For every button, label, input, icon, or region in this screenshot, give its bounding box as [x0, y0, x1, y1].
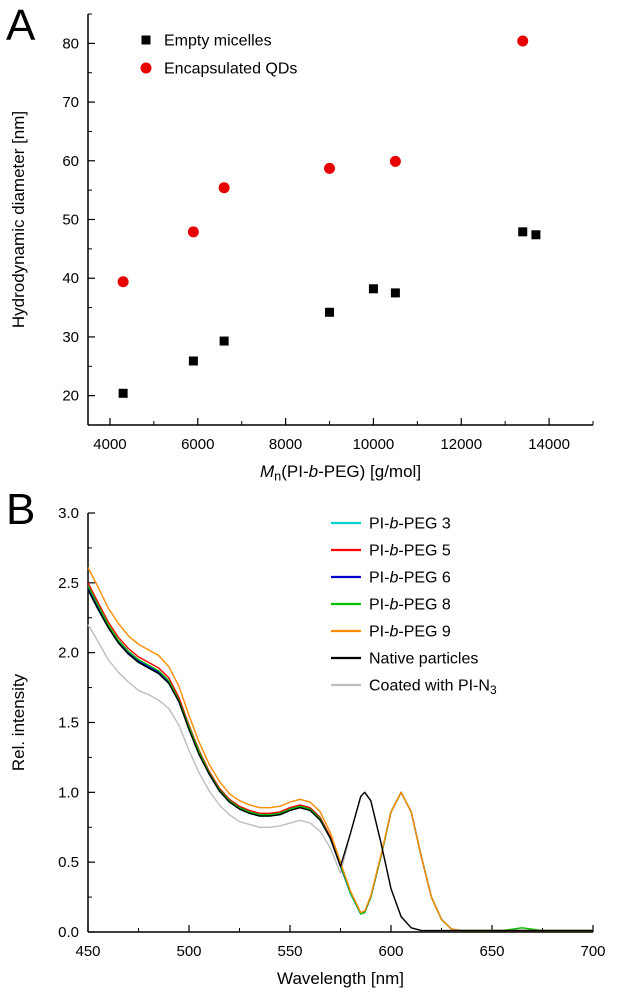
data-point	[324, 162, 336, 174]
x-tick-label: 450	[75, 943, 100, 960]
chart-a-ylabel: Hydrodynamic diameter [nm]	[9, 111, 28, 328]
chart-a-xlabel: Mn(PI-b-PEG) [g/mol]	[260, 462, 421, 484]
line-series-3	[87, 585, 593, 932]
panel-a-label: A	[6, 1, 36, 50]
data-point	[118, 388, 128, 398]
data-point	[390, 288, 400, 298]
data-point	[368, 284, 378, 294]
line-series-5	[87, 589, 593, 932]
y-tick-label: 2.0	[58, 645, 79, 662]
panel-b-label: B	[6, 485, 36, 534]
legend-label: PI-b-PEG 8	[369, 597, 451, 614]
x-tick-label: 14000	[528, 436, 570, 453]
legend-item-0: Empty micelles	[141, 33, 272, 50]
legend-marker	[141, 35, 151, 45]
legend-label: PI-b-PEG 6	[369, 570, 451, 587]
y-tick-label: 20	[62, 388, 79, 405]
x-tick-label: 6000	[181, 436, 214, 453]
x-tick-label: 4000	[93, 436, 126, 453]
legend-label: Encapsulated QDs	[164, 61, 297, 78]
data-point	[117, 276, 129, 288]
x-tick-label: 600	[378, 943, 403, 960]
y-tick-label: 40	[62, 270, 79, 287]
data-point	[325, 307, 335, 317]
legend-label: Coated with PI-N3	[369, 678, 497, 698]
y-tick-label: 3.0	[58, 505, 79, 522]
x-tick-label: 8000	[269, 436, 302, 453]
line-series-4	[87, 567, 593, 932]
data-point	[389, 155, 401, 167]
y-tick-label: 80	[62, 35, 79, 52]
chart-a: 4000 6000 8000 10000 12000 14000 20 30 40 50 60 70 8…	[9, 13, 594, 484]
scatter-series-1	[117, 35, 529, 288]
chart-b-ylabel: Rel. intensity	[9, 673, 28, 771]
data-point	[218, 182, 230, 194]
line-series-1	[87, 582, 593, 932]
data-point	[531, 230, 541, 240]
x-tick-label: 10000	[353, 436, 395, 453]
x-tick-label: 650	[479, 943, 504, 960]
chart-b: 450 500 550 600 650 700 0.0 0.5 1.0 1.5 2.0 2.5 3.0 W…	[9, 505, 606, 988]
y-tick-label: 60	[62, 153, 79, 170]
y-tick-label: 0.0	[58, 924, 79, 941]
y-tick-label: 30	[62, 329, 79, 346]
chart-b-xlabel: Wavelength [nm]	[277, 969, 404, 988]
legend-label: PI-b-PEG 9	[369, 624, 451, 641]
data-point	[187, 226, 199, 238]
x-tick-label: 550	[277, 943, 302, 960]
y-tick-label: 1.0	[58, 784, 79, 801]
legend-label: Native particles	[369, 651, 478, 668]
y-tick-label: 1.5	[58, 715, 79, 732]
y-tick-label: 50	[62, 212, 79, 229]
legend-label: PI-b-PEG 5	[369, 543, 451, 560]
x-tick-label: 700	[580, 943, 605, 960]
legend-label: Empty micelles	[164, 33, 272, 50]
legend-item-5: Native particles	[331, 651, 478, 668]
legend-marker	[140, 62, 152, 74]
y-tick-label: 70	[62, 94, 79, 111]
legend-item-3: PI-b-PEG 8	[331, 597, 451, 614]
data-point	[188, 356, 198, 366]
legend-item-1: PI-b-PEG 5	[331, 543, 451, 560]
data-point	[517, 35, 529, 47]
line-series-0	[87, 589, 593, 932]
y-tick-label: 2.5	[58, 575, 79, 592]
line-series-6	[87, 624, 593, 932]
data-point	[219, 336, 229, 346]
legend-item-4: PI-b-PEG 9	[331, 624, 451, 641]
x-tick-label: 12000	[440, 436, 482, 453]
legend-label: PI-b-PEG 3	[369, 516, 451, 533]
legend-item-6: Coated with PI-N3	[331, 678, 497, 698]
scatter-series-0	[118, 227, 541, 398]
y-tick-label: 0.5	[58, 854, 79, 871]
data-point	[518, 227, 528, 237]
legend-item-0: PI-b-PEG 3	[331, 516, 451, 533]
x-tick-label: 500	[176, 943, 201, 960]
legend-item-1: Encapsulated QDs	[140, 61, 297, 78]
legend-item-2: PI-b-PEG 6	[331, 570, 451, 587]
line-series-2	[87, 588, 593, 932]
